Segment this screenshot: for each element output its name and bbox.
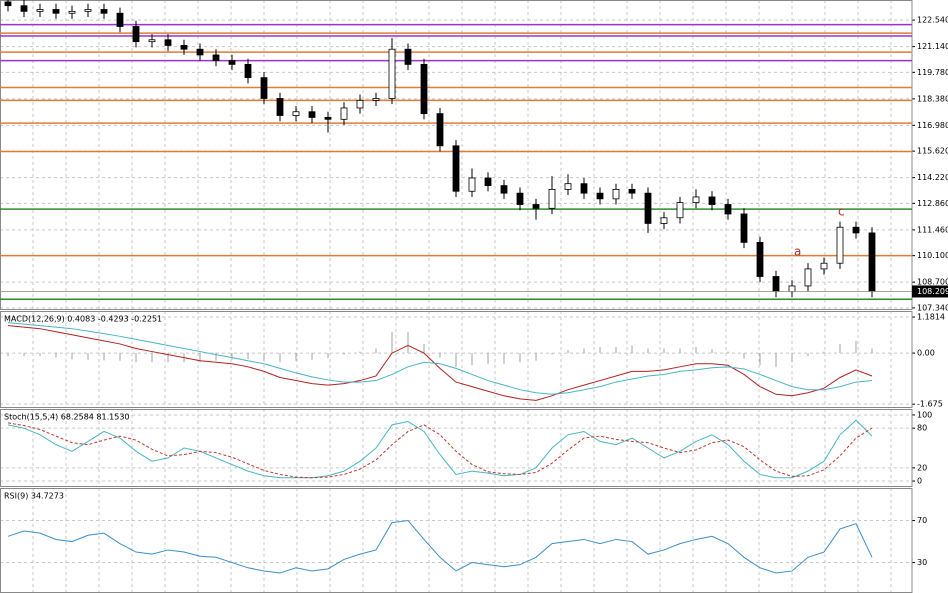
candle-body [36, 9, 44, 12]
candle-body [180, 45, 188, 50]
panel-frame [0, 409, 913, 487]
panel-title: MACD(12,26,9) 0.4083 -0.4293 -0.2251 [4, 315, 162, 324]
y-tick-label: 100 [917, 410, 932, 419]
y-tick-label: 119.780 [917, 68, 948, 77]
candle-body [724, 204, 732, 215]
candle-body [404, 48, 412, 65]
candle-body [84, 9, 92, 12]
y-tick-label: 20 [917, 463, 927, 472]
candle-body [260, 77, 268, 99]
candle-body [20, 5, 28, 12]
y-tick-label: 115.620 [917, 147, 948, 156]
candle-body [340, 107, 348, 120]
candle-body [740, 213, 748, 243]
y-tick-label: 121.140 [917, 42, 948, 51]
candle-body [516, 192, 524, 205]
panel-frame [0, 311, 913, 408]
candle-body [420, 63, 428, 115]
last-price-box [912, 285, 948, 298]
candle-body [660, 217, 668, 224]
candle-body [100, 9, 108, 14]
candle-body [148, 39, 156, 43]
candle-body [708, 196, 716, 205]
candle-body [164, 39, 172, 46]
panel-frame [0, 0, 913, 310]
last-price-label: 108.209 [917, 287, 948, 296]
candle-body [324, 117, 332, 120]
candle-body [772, 276, 780, 293]
candle-body [52, 9, 60, 14]
candle-body [532, 204, 540, 209]
candle-body [580, 183, 588, 194]
candle-body [132, 26, 140, 43]
candle-body [692, 196, 700, 204]
panel-title: Stoch(15,5,4) 68.2584 81.1530 [4, 413, 130, 422]
y-tick-label: 112.860 [917, 199, 948, 208]
indicator-line [7, 520, 873, 574]
y-tick-label: 0.00 [917, 349, 935, 358]
candle-body [564, 183, 572, 190]
y-tick-label: -1.675 [917, 400, 943, 409]
candle-body [628, 188, 636, 194]
indicator-line [7, 422, 873, 479]
y-tick-label: 0 [917, 477, 922, 486]
y-tick-label: 107.340 [917, 303, 948, 312]
candle-body [468, 177, 476, 192]
candle-body [436, 113, 444, 147]
panel-title: RSI(9) 34.7273 [4, 492, 64, 501]
y-tick-label: 116.980 [917, 121, 948, 130]
annotation: c [838, 205, 845, 219]
candle-body [868, 232, 876, 293]
candle-body [292, 111, 300, 116]
candle-body [452, 145, 460, 192]
y-tick-label: 118.380 [917, 94, 948, 103]
candle-body [388, 48, 396, 99]
candle-body [756, 241, 764, 277]
indicator-line [7, 325, 873, 401]
candle-body [116, 12, 124, 27]
candle-body [308, 111, 316, 118]
candle-body [356, 99, 364, 109]
y-tick-label: 1.1814 [917, 313, 945, 322]
candle-body [4, 1, 12, 7]
y-tick-label: 108.700 [917, 278, 948, 287]
y-tick-label: 30 [917, 558, 927, 567]
y-tick-label: 114.220 [917, 173, 948, 182]
y-tick-label: 110.100 [917, 251, 948, 260]
y-tick-label: 80 [917, 424, 927, 433]
candle-body [212, 54, 220, 61]
candle-body [612, 188, 620, 200]
y-tick-label: 111.460 [917, 225, 948, 234]
candle-body [676, 202, 684, 219]
candle-body [244, 63, 252, 79]
candle-body [852, 226, 860, 234]
y-tick-label: 70 [917, 516, 927, 525]
candle-body [500, 185, 508, 194]
candle-body [228, 60, 236, 65]
candle-body [372, 98, 380, 101]
candle-body [484, 177, 492, 186]
candle-body [820, 262, 828, 270]
indicator-line [7, 322, 873, 395]
y-tick-label: 122.540 [917, 16, 948, 25]
candle-body [548, 188, 556, 209]
candle-body [836, 226, 844, 264]
candle-body [596, 192, 604, 200]
candle-body [196, 48, 204, 56]
annotation: a [794, 245, 801, 259]
candle-body [788, 285, 796, 293]
candle-body [644, 192, 652, 224]
candle-body [276, 98, 284, 116]
indicator-line [7, 419, 873, 479]
candle-body [68, 10, 76, 14]
candle-body [804, 268, 812, 287]
